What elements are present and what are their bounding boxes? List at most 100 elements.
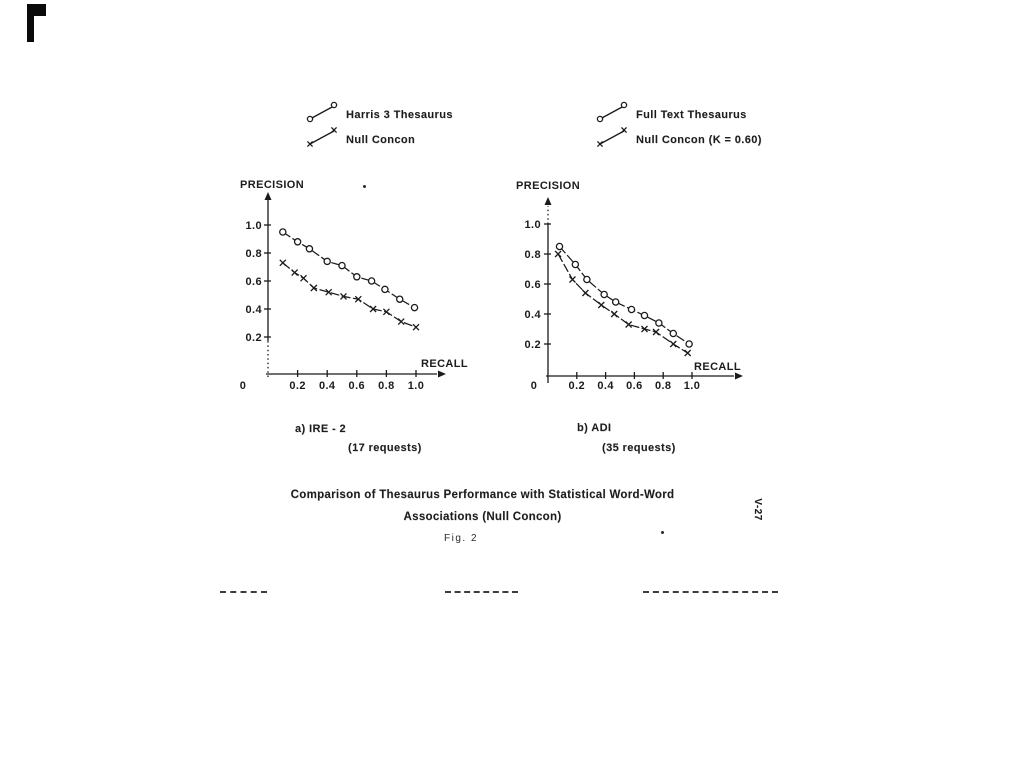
data-point-x (330, 126, 338, 134)
legend-adi: Full Text Thesaurus Null Concon (K = 0.6… (593, 99, 762, 149)
data-point-circle (293, 238, 302, 246)
legend-sample-line (599, 105, 625, 120)
series-line-o (282, 231, 415, 309)
x-axis-title: RECALL (421, 358, 468, 370)
data-point-circle (353, 273, 361, 281)
series-line-o (559, 246, 690, 345)
data-point-x (554, 250, 562, 258)
data-point-circle (367, 277, 376, 285)
data-point-x (581, 289, 589, 297)
x-tick-label: 1.0 (684, 380, 701, 392)
data-point-x (684, 349, 692, 357)
chart-ire2: 0.2 0.4 0.6 0.8 1.0 0.2 0.4 0.6 0.8 1.0 0 PRECISION… (240, 179, 468, 392)
dashed-rule (220, 591, 267, 593)
y-axis-arrow (544, 197, 552, 205)
data-point-circle (685, 340, 693, 348)
data-point-circle (583, 275, 591, 284)
figure-caption-line2-wrap: Associations (Null Concon) (240, 507, 725, 525)
figure-caption-line2: Associations (Null Concon) (403, 511, 562, 523)
data-point-circle (627, 305, 636, 314)
data-point-x (306, 140, 314, 148)
data-point-circle (611, 298, 620, 306)
subfigure-a-title: a) IRE - 2 (295, 423, 347, 435)
data-point-circle (555, 242, 564, 251)
data-point-circle (655, 319, 663, 327)
origin-label: 0 (240, 380, 247, 392)
data-point-circle (330, 101, 338, 109)
data-point-x (279, 259, 287, 267)
series-line-x (557, 253, 689, 354)
x-tick-label: 1.0 (408, 380, 425, 392)
y-tick-label: 1.0 (246, 220, 263, 232)
x-tick-label: 0.4 (319, 380, 336, 392)
data-point-x (354, 295, 362, 303)
legend-item: Full Text Thesaurus (593, 99, 762, 124)
data-point-x (641, 325, 648, 333)
y-tick-label: 0.6 (246, 276, 263, 288)
data-point-circle (596, 115, 604, 123)
data-point-x (397, 318, 405, 326)
x-tick-label: 0.2 (289, 380, 306, 392)
dashed-rule (643, 591, 778, 593)
y-tick-label: 0.2 (525, 339, 542, 351)
series-line-x (282, 262, 417, 328)
data-point-circle (620, 101, 628, 109)
data-point-circle (410, 303, 419, 312)
x-tick-label: 0.8 (378, 380, 395, 392)
data-point-circle (381, 285, 389, 294)
y-tick-label: 0.2 (246, 332, 263, 344)
figure-caption-line1: Comparison of Thesaurus Performance with… (290, 489, 675, 501)
x-tick-label: 0.4 (597, 380, 614, 392)
data-point-circle (600, 290, 608, 299)
legend-label: Harris 3 Thesaurus (346, 109, 453, 121)
y-tick-label: 0.8 (525, 249, 542, 261)
data-point-x (369, 305, 377, 313)
x-marker-line-sample (306, 126, 338, 148)
y-axis-title: PRECISION (516, 180, 580, 192)
legend-sample-line (309, 130, 335, 145)
x-axis-arrow (735, 372, 743, 380)
data-point-x (412, 323, 420, 331)
y-axis-title: PRECISION (240, 179, 304, 191)
legend-label: Null Concon (K = 0.60) (636, 134, 762, 146)
legend-label: Null Concon (346, 134, 416, 146)
legend-ire2: Harris 3 Thesaurus Null Concon (303, 99, 453, 149)
legend-item: Null Concon (K = 0.60) (593, 124, 762, 149)
x-axis-title: RECALL (694, 361, 741, 373)
data-point-circle (669, 329, 678, 338)
legend-item: Harris 3 Thesaurus (303, 99, 453, 124)
origin-label: 0 (531, 380, 538, 392)
y-axis-arrow (264, 192, 272, 200)
data-point-x (382, 308, 390, 316)
data-point-circle (279, 228, 287, 236)
figure-caption-line1-wrap: Comparison of Thesaurus Performance with… (240, 485, 725, 503)
data-point-x (300, 274, 307, 282)
chart-adi: 0.2 0.4 0.6 0.8 1.0 0.2 0.4 0.6 0.8 1.0 0 PRECISION… (516, 180, 743, 392)
x-marker-line-sample (596, 126, 628, 148)
data-point-x (652, 328, 660, 336)
data-point-x (340, 292, 347, 300)
y-tick-label: 1.0 (525, 219, 542, 231)
subfigure-a-requests: (17 requests) (348, 442, 422, 454)
data-point-circle (338, 261, 346, 270)
data-point-circle (323, 257, 331, 266)
legend-sample-line (309, 105, 335, 120)
y-tick-label: 0.4 (246, 304, 263, 316)
subfigure-b-requests: (35 requests) (602, 442, 676, 454)
scan-speck (661, 531, 664, 534)
data-point-circle (640, 311, 649, 320)
figure-number: Fig. 2 (444, 533, 479, 544)
x-tick-label: 0.8 (655, 380, 672, 392)
x-tick-label: 0.2 (569, 380, 586, 392)
data-point-x (325, 288, 333, 296)
dashed-rule (445, 591, 518, 593)
y-tick-label: 0.6 (525, 279, 542, 291)
data-point-x (291, 269, 299, 277)
page-number-sideways: V-27 (751, 498, 763, 521)
x-tick-label: 0.6 (349, 380, 366, 392)
data-point-x (310, 284, 318, 292)
data-point-x (596, 140, 604, 148)
data-point-circle (305, 245, 314, 253)
